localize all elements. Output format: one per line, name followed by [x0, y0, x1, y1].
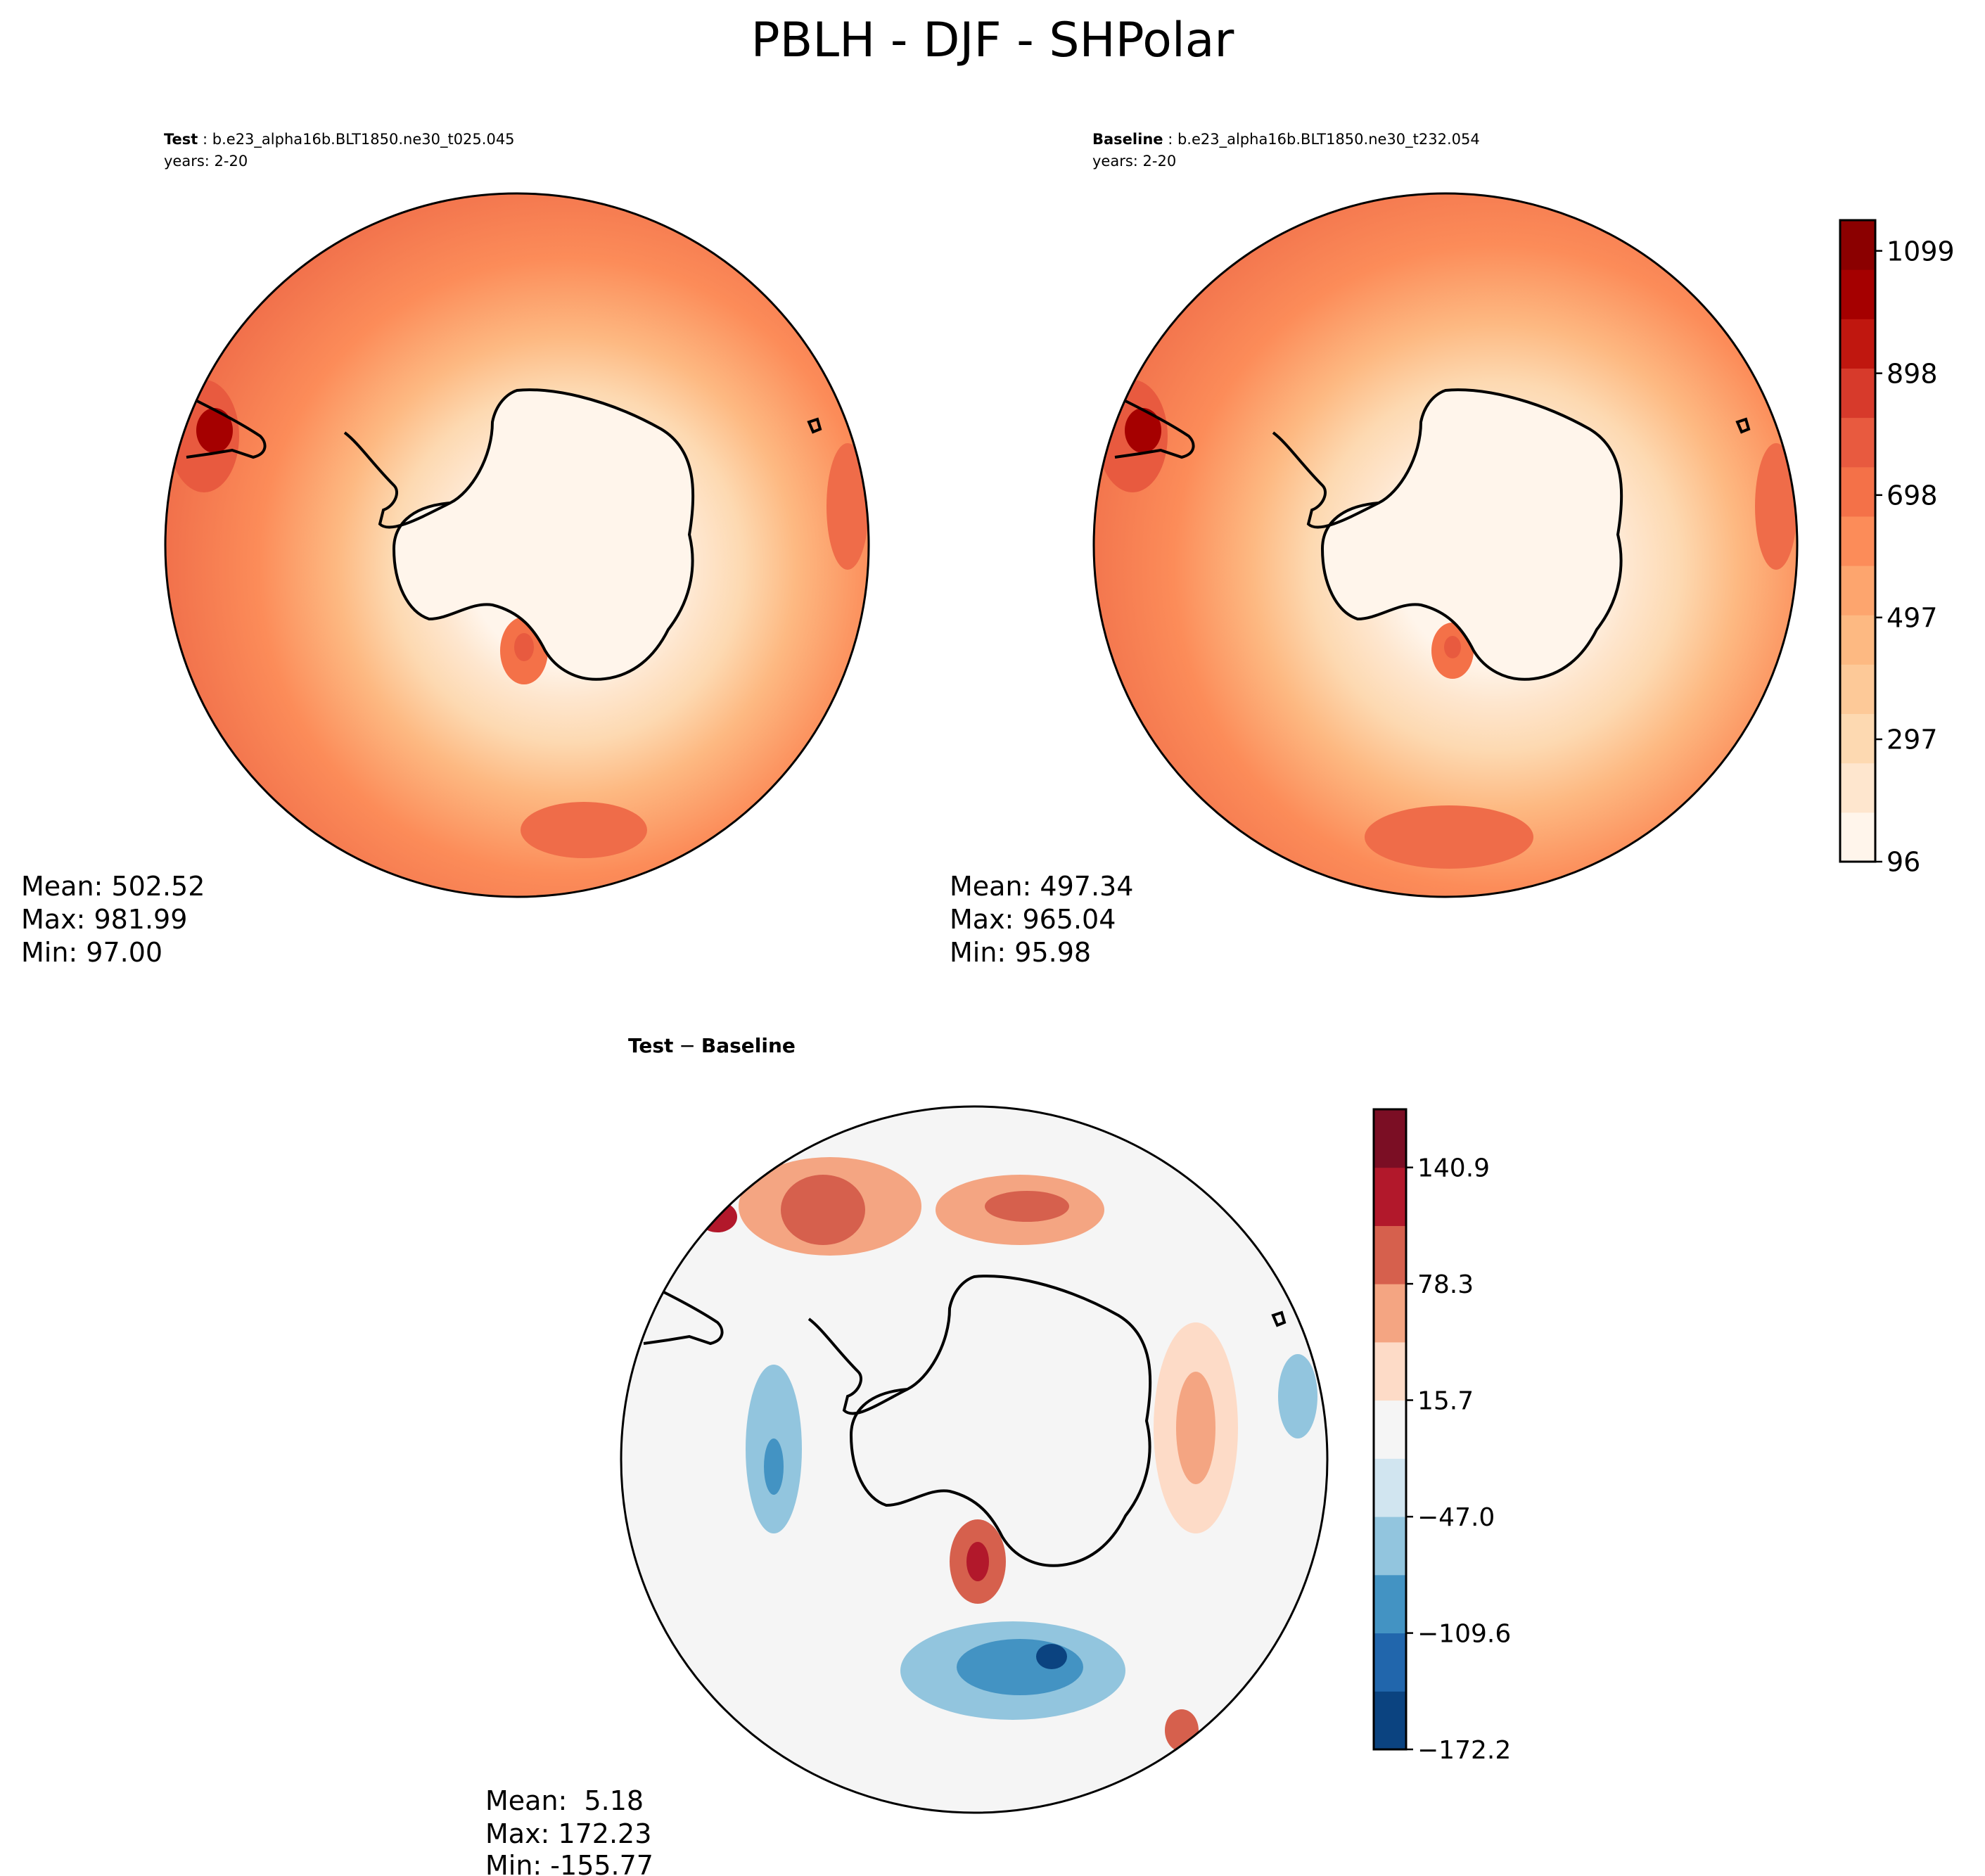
baseline-map	[1094, 193, 1797, 897]
difference-map-border	[620, 1105, 1329, 1814]
difference-map	[621, 1106, 1327, 1813]
difference-south-america-coast	[643, 1282, 724, 1346]
difference-stat-max: Max: 172.23	[485, 1818, 651, 1849]
test-south-america-coast	[186, 396, 267, 459]
difference-stat-min: Min: -155.77	[485, 1850, 653, 1876]
difference-peninsula-coast	[808, 1317, 908, 1415]
diff-blob-south-neg-min	[1036, 1644, 1067, 1669]
colorbar-difference-frame	[1372, 1108, 1408, 1751]
test-island	[807, 417, 822, 434]
colorbar-difference-segment	[1374, 1633, 1406, 1692]
difference-title-baseline: Baseline	[701, 1034, 796, 1057]
baseline-years: years: 2-20	[1092, 153, 1176, 170]
baseline-panel: Baseline : b.e23_alpha16b.BLT1850.ne30_t…	[950, 131, 1799, 968]
diff-blob-rossice-core	[966, 1542, 989, 1581]
test-label-sep: :	[198, 131, 212, 148]
baseline-map-border	[1092, 192, 1799, 898]
test-stat-min: Min: 97.00	[21, 937, 162, 968]
baseline-blob-peninsula-max	[1125, 408, 1161, 453]
colorbar-absolute-segment	[1840, 269, 1875, 319]
test-label-bold: Test	[164, 131, 198, 148]
baseline-island	[1735, 417, 1751, 434]
test-stat-mean: Mean: 502.52	[21, 871, 205, 902]
test-stat-max: Max: 981.99	[21, 904, 187, 935]
colorbar-absolute-tick-label: 898	[1887, 358, 1938, 389]
colorbar-difference-segment	[1374, 1400, 1406, 1459]
colorbar-absolute-tick-label: 297	[1887, 725, 1938, 755]
colorbar-difference: −172.2 −109.6 −47.0 15.7 78.3 140.9	[1372, 1108, 1511, 1765]
difference-island	[1271, 1310, 1287, 1327]
baseline-peninsula-coast	[1272, 431, 1379, 529]
diff-blob-north-core	[985, 1191, 1069, 1222]
difference-title-test: Test	[628, 1034, 673, 1057]
difference-title-sep: −	[679, 1034, 695, 1057]
test-map	[165, 193, 869, 897]
colorbar-absolute-segment	[1840, 368, 1875, 419]
test-panel: Test : b.e23_alpha16b.BLT1850.ne30_t025.…	[21, 131, 870, 968]
diff-blob-west-core	[781, 1175, 865, 1245]
diff-blob-east-core	[1176, 1372, 1215, 1484]
colorbar-absolute-segment	[1840, 615, 1875, 665]
test-label: Test : b.e23_alpha16b.BLT1850.ne30_t025.…	[164, 131, 515, 148]
figure-title: PBLH - DJF - SHPolar	[751, 13, 1234, 68]
colorbar-absolute-segment	[1840, 566, 1875, 615]
baseline-label: Baseline : b.e23_alpha16b.BLT1850.ne30_t…	[1092, 131, 1480, 148]
colorbar-absolute-segment	[1840, 417, 1875, 468]
test-peninsula-coast	[343, 431, 451, 529]
colorbar-absolute-segment	[1840, 220, 1875, 270]
colorbar-difference-segment	[1374, 1109, 1406, 1168]
colorbar-difference-tick-label: −172.2	[1417, 1736, 1511, 1765]
colorbar-absolute-tick-label: 497	[1887, 603, 1938, 634]
test-blob-south	[521, 802, 647, 858]
colorbar-absolute-segment	[1840, 713, 1875, 764]
colorbar-difference-segment	[1374, 1225, 1406, 1284]
colorbar-difference-tick-label: 15.7	[1417, 1386, 1474, 1415]
baseline-label-bold: Baseline	[1092, 131, 1163, 148]
baseline-blob-east	[1755, 443, 1797, 570]
colorbar-absolute-segment	[1840, 762, 1875, 813]
colorbar-absolute-segment	[1840, 664, 1875, 715]
baseline-label-sep: :	[1163, 131, 1177, 148]
colorbar-absolute-segment	[1840, 812, 1875, 862]
test-blob-rossice-core	[514, 633, 534, 661]
test-blob-peninsula-max	[196, 408, 233, 453]
baseline-case-name: b.e23_alpha16b.BLT1850.ne30_t232.054	[1177, 131, 1480, 148]
colorbar-difference-tick-label: 78.3	[1417, 1270, 1474, 1299]
colorbar-absolute-tick-label: 1099	[1887, 236, 1955, 267]
colorbar-absolute-frame	[1839, 219, 1877, 863]
test-map-border	[164, 192, 870, 898]
test-years: years: 2-20	[164, 153, 248, 170]
colorbar-absolute-segment	[1840, 466, 1875, 517]
test-blob-east	[826, 443, 869, 570]
colorbar-absolute-tick-label: 96	[1887, 847, 1920, 878]
colorbar-absolute: 96 297 497 698 898 1099	[1839, 219, 1955, 878]
colorbar-difference-segment	[1374, 1574, 1406, 1634]
test-case-name: b.e23_alpha16b.BLT1850.ne30_t025.045	[212, 131, 515, 148]
baseline-blob-rossice-core	[1444, 636, 1461, 658]
colorbar-difference-segment	[1374, 1341, 1406, 1401]
colorbar-absolute-segment	[1840, 516, 1875, 566]
baseline-stat-max: Max: 965.04	[950, 904, 1116, 935]
diff-blob-west-neg-core	[764, 1438, 784, 1495]
colorbar-difference-tick-label: −47.0	[1417, 1503, 1495, 1532]
difference-title: Test − Baseline	[628, 1034, 796, 1057]
colorbar-difference-segment	[1374, 1691, 1406, 1750]
colorbar-absolute-segment	[1840, 319, 1875, 369]
colorbar-difference-segment	[1374, 1458, 1406, 1517]
difference-stat-mean: Mean: 5.18	[485, 1785, 644, 1816]
colorbar-difference-tick-label: −109.6	[1417, 1620, 1511, 1649]
diff-blob-east-neg	[1278, 1354, 1317, 1438]
colorbar-difference-segment	[1374, 1167, 1406, 1226]
baseline-blob-south	[1365, 805, 1533, 869]
colorbar-difference-tick-label: 140.9	[1417, 1154, 1490, 1183]
colorbar-difference-segment	[1374, 1284, 1406, 1343]
baseline-stat-min: Min: 95.98	[950, 937, 1091, 968]
colorbar-difference-segment	[1374, 1517, 1406, 1576]
baseline-south-america-coast	[1114, 396, 1195, 459]
colorbar-absolute-tick-label: 698	[1887, 480, 1938, 511]
diff-blob-south-neg-mid	[957, 1639, 1083, 1695]
difference-panel: Test − Baseline Mean: 5.18	[485, 1034, 1329, 1876]
baseline-stat-mean: Mean: 497.34	[950, 871, 1133, 902]
